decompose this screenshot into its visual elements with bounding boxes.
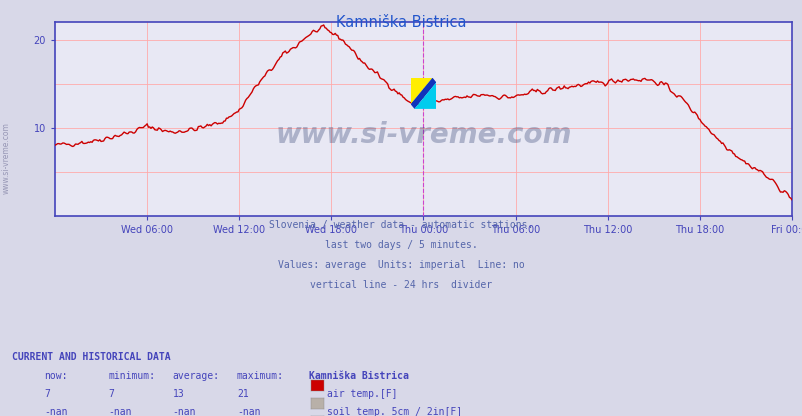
Text: www.si-vreme.com: www.si-vreme.com xyxy=(275,121,571,149)
Text: -nan: -nan xyxy=(44,407,67,416)
Text: Kamniška Bistrica: Kamniška Bistrica xyxy=(309,371,408,381)
Text: last two days / 5 minutes.: last two days / 5 minutes. xyxy=(325,240,477,250)
Text: 7: 7 xyxy=(44,389,50,399)
Text: -nan: -nan xyxy=(172,407,196,416)
Text: 7: 7 xyxy=(108,389,114,399)
Text: Values: average  Units: imperial  Line: no: Values: average Units: imperial Line: no xyxy=(277,260,525,270)
Text: 21: 21 xyxy=(237,389,249,399)
Text: -nan: -nan xyxy=(237,407,260,416)
Polygon shape xyxy=(410,78,435,109)
Text: now:: now: xyxy=(44,371,67,381)
Text: average:: average: xyxy=(172,371,220,381)
Text: Slovenia / weather data - automatic stations.: Slovenia / weather data - automatic stat… xyxy=(269,220,533,230)
Polygon shape xyxy=(410,78,432,104)
Text: air temp.[F]: air temp.[F] xyxy=(326,389,397,399)
Text: 13: 13 xyxy=(172,389,184,399)
Text: -nan: -nan xyxy=(108,407,132,416)
Text: Kamniška Bistrica: Kamniška Bistrica xyxy=(336,15,466,30)
Text: minimum:: minimum: xyxy=(108,371,156,381)
Text: www.si-vreme.com: www.si-vreme.com xyxy=(2,122,11,194)
Text: maximum:: maximum: xyxy=(237,371,284,381)
Text: vertical line - 24 hrs  divider: vertical line - 24 hrs divider xyxy=(310,280,492,290)
Polygon shape xyxy=(414,82,435,109)
Text: soil temp. 5cm / 2in[F]: soil temp. 5cm / 2in[F] xyxy=(326,407,461,416)
Text: CURRENT AND HISTORICAL DATA: CURRENT AND HISTORICAL DATA xyxy=(12,352,171,362)
